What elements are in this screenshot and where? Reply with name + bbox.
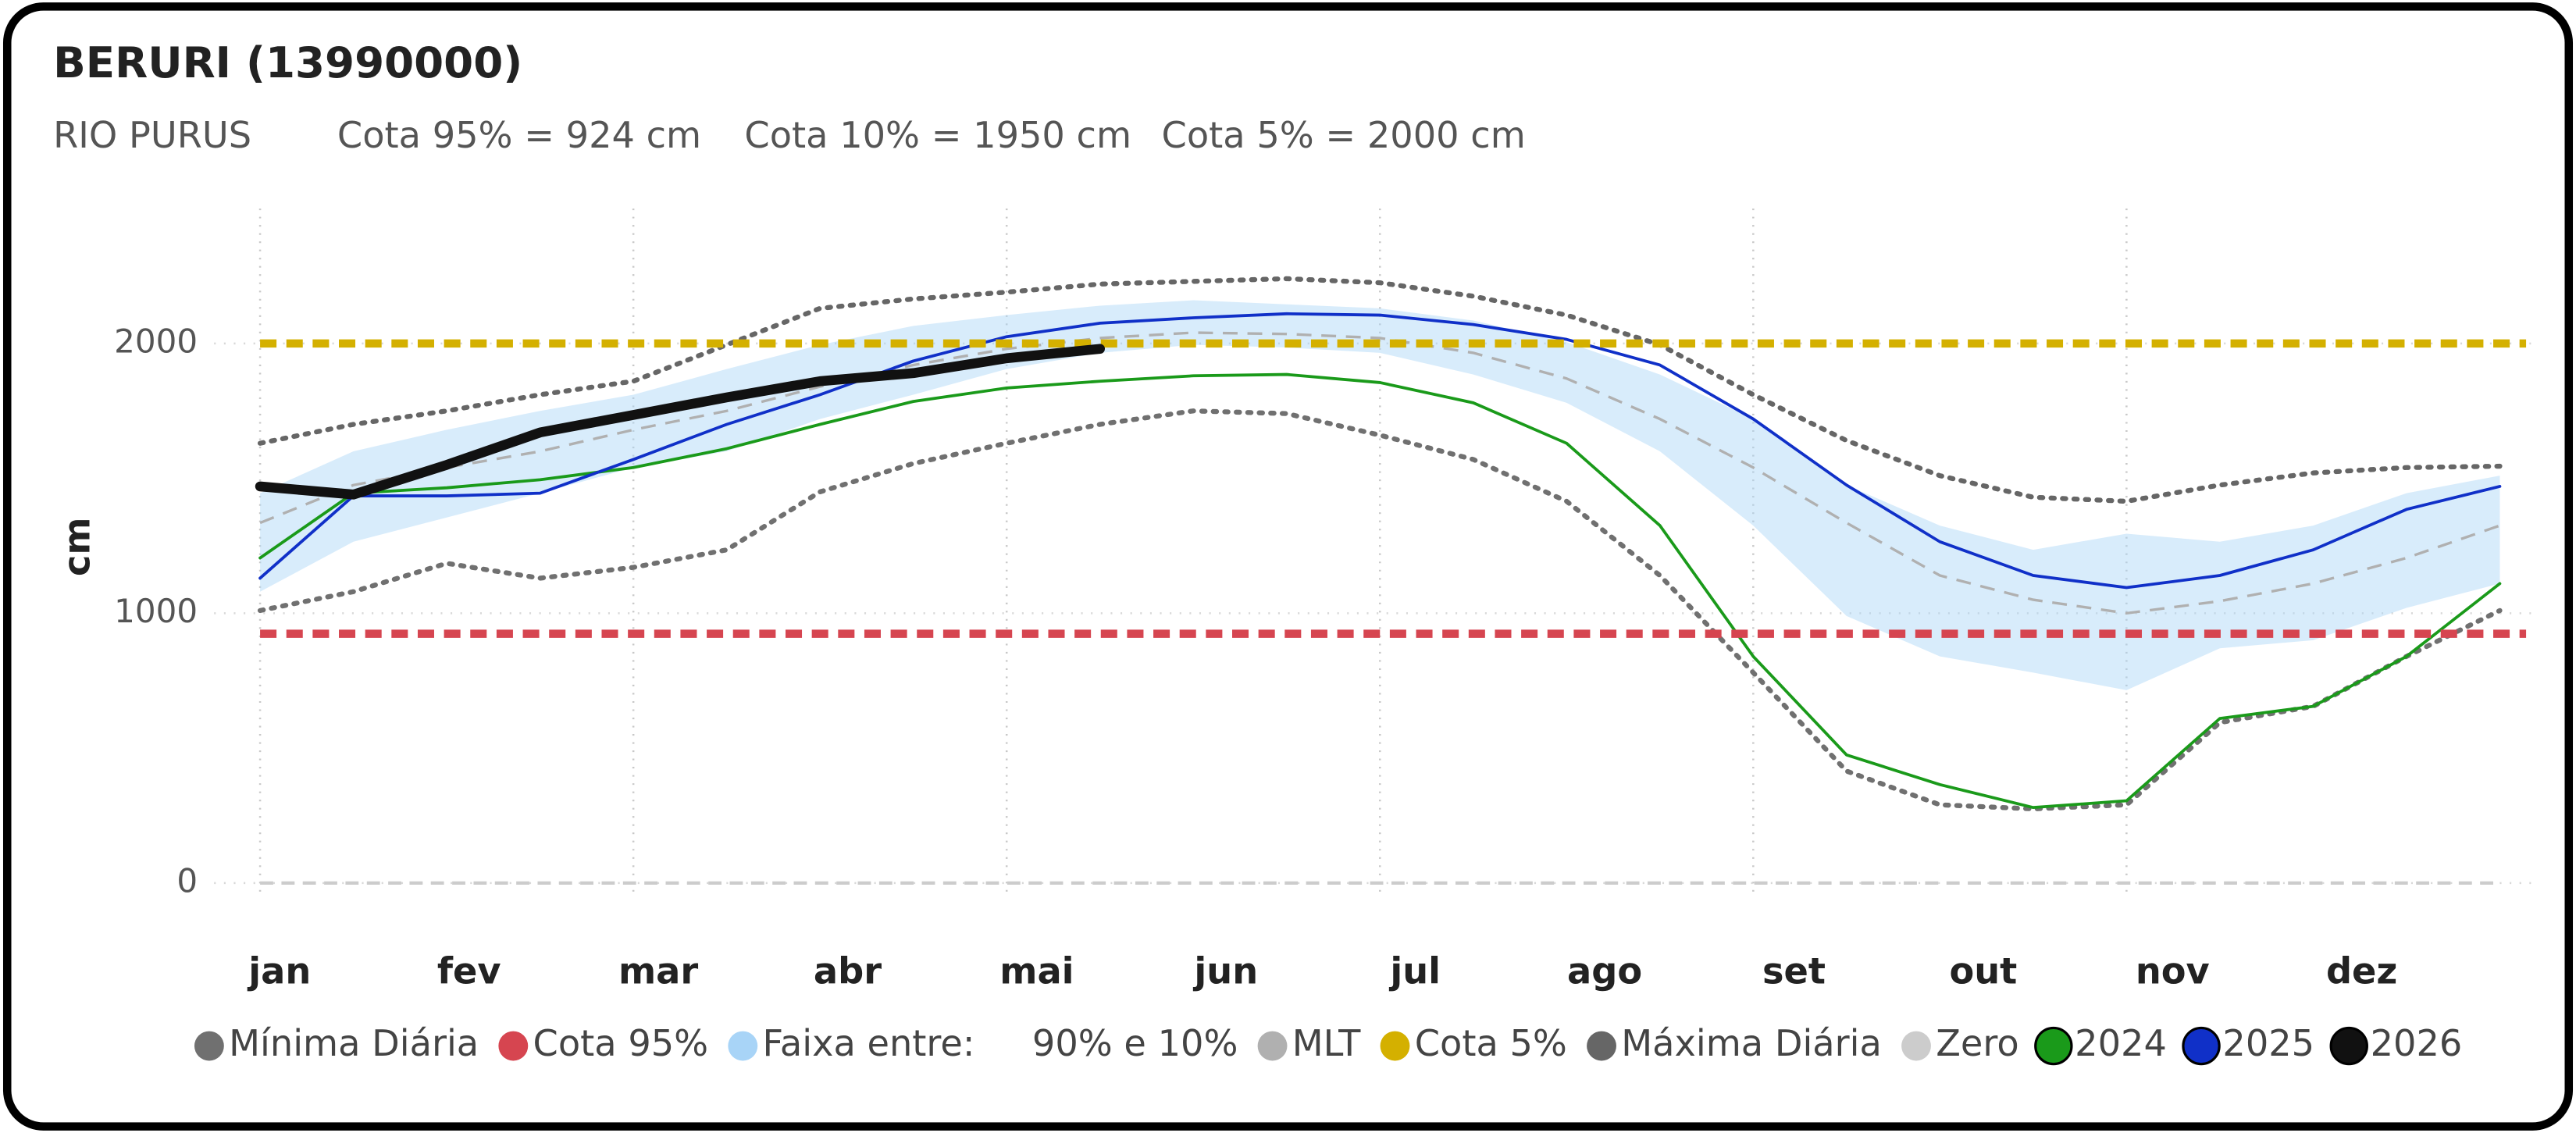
legend-label: MLT: [1292, 1022, 1361, 1064]
legend-marker: [1380, 1031, 1410, 1061]
legend-marker: [2034, 1026, 2073, 1066]
chart-title: BERURI (13990000): [53, 37, 522, 87]
x-tick-label: ago: [1567, 950, 1642, 992]
x-tick-label: out: [1949, 950, 2017, 992]
legend-label: 2026: [2371, 1022, 2463, 1064]
x-tick-label: set: [1762, 950, 1826, 992]
legend-marker: [498, 1031, 529, 1061]
y-tick-label: 2000: [114, 322, 198, 360]
series-line: [258, 312, 2502, 590]
legend-label: Mínima Diária: [229, 1022, 479, 1064]
y-axis-label: cm: [55, 517, 98, 576]
x-tick-label: nov: [2136, 950, 2210, 992]
legend-marker: [2329, 1026, 2368, 1066]
series-line: [259, 331, 2500, 615]
series-line: [257, 408, 2503, 812]
band: [260, 300, 2500, 690]
x-tick-label: jun: [1192, 950, 1258, 992]
annotation: Cota 10% = 1950 cm: [744, 114, 1131, 156]
annotation: Cota 5% = 2000 cm: [1162, 114, 1526, 156]
legend-label: Zero: [1936, 1022, 2018, 1064]
annotation: Cota 95% = 924 cm: [337, 114, 701, 156]
x-tick-label: jan: [247, 950, 311, 992]
x-tick-label: mar: [618, 950, 698, 992]
legend-marker: [1257, 1031, 1288, 1061]
y-tick-label: 0: [176, 861, 198, 900]
x-tick-label: mai: [999, 950, 1074, 992]
legend-marker: [728, 1031, 758, 1061]
x-tick-label: dez: [2326, 950, 2397, 992]
legend-label: Cota 5%: [1415, 1022, 1567, 1064]
x-tick-label: abr: [814, 950, 882, 992]
legend-label: Faixa entre: 90% e 10%: [763, 1022, 1238, 1064]
legend-marker: [1587, 1031, 1616, 1061]
subtitle: RIO PURUS: [53, 114, 251, 156]
legend-label: Cota 95%: [533, 1022, 709, 1064]
legend-label: Máxima Diária: [1621, 1022, 1882, 1064]
series-line: [257, 276, 2503, 504]
series-line: [255, 344, 1106, 500]
legend-marker: [194, 1031, 224, 1061]
x-tick-label: jul: [1388, 950, 1441, 992]
legend-label: 2024: [2075, 1022, 2167, 1064]
legend-label: 2025: [2222, 1022, 2314, 1064]
y-tick-label: 1000: [114, 592, 198, 630]
x-tick-label: fev: [437, 950, 501, 992]
legend-marker: [1901, 1031, 1931, 1061]
series-line: [258, 372, 2502, 810]
legend-marker: [2182, 1026, 2221, 1066]
